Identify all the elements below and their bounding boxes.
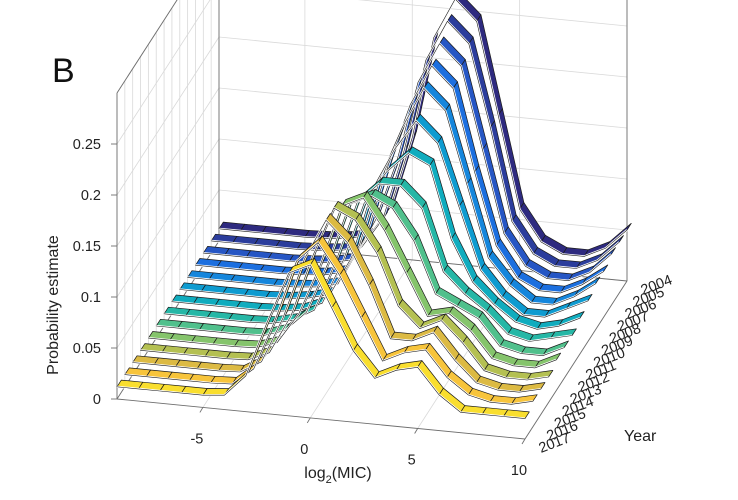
slice-outline [140, 207, 549, 381]
surface-patch [438, 387, 466, 413]
panel-letter: B [52, 52, 75, 90]
series-slice-2007 [195, 58, 609, 295]
axes-edge [116, 0, 178, 94]
z-tick-label: 0.1 [81, 290, 101, 306]
z-tick-label: 0.2 [81, 188, 101, 204]
x-tick-labels: -5 0 5 10 [190, 407, 527, 479]
slice-outline [132, 219, 541, 393]
z-tick-labels: 0 0.05 0.1 0.15 0.2 0.25 [73, 137, 117, 408]
surface-patch [399, 179, 427, 209]
grid-line [218, 36, 628, 78]
slice-outline [179, 120, 588, 318]
x-tick-mark [199, 407, 204, 413]
year-axis-label: Year [624, 428, 657, 445]
x-tick-mark [306, 417, 311, 424]
surface-patch [423, 81, 450, 112]
x-tick-label: -5 [190, 431, 203, 447]
z-tick-label: 0.25 [73, 137, 101, 153]
grid-line [218, 87, 628, 129]
x-tick-label: 10 [511, 463, 527, 479]
x-axis-label: log2(MIC) [304, 465, 371, 486]
grid-line [116, 189, 220, 349]
grid-line [357, 0, 628, 27]
surface-patch [415, 113, 443, 144]
surface-patch [331, 300, 358, 352]
grid-line [116, 36, 220, 196]
surface-patch [392, 201, 419, 242]
z-tick-label: 0.05 [73, 341, 101, 357]
x-tick-mark [414, 428, 419, 434]
series-slice-2017 [116, 257, 530, 420]
surface-patch [431, 58, 458, 89]
z-tick-label: 0.15 [73, 239, 101, 255]
series-slice-2010 [171, 146, 585, 331]
slice-outline [124, 242, 533, 405]
year-tick-label: 2017 [537, 430, 573, 457]
axes-edge [524, 280, 628, 440]
series-slices [116, 0, 632, 420]
grid-line [116, 138, 220, 298]
surface-patch [439, 36, 466, 67]
x-tick-label: 5 [408, 452, 416, 468]
x-tick-label: 0 [300, 442, 308, 458]
z-tick-label: 0 [93, 392, 101, 408]
surface-patch [452, 81, 480, 173]
slice-outline [203, 43, 612, 282]
grid-line [116, 0, 211, 145]
axes-box-front [116, 280, 628, 440]
slice-outline [116, 264, 526, 419]
series-slice-2008 [187, 81, 601, 307]
z-axis-label: Probability estimate [45, 235, 62, 375]
surface-patch [352, 343, 380, 379]
slice-outline [148, 197, 557, 369]
surface-patch [339, 268, 366, 319]
slice-outline [187, 87, 596, 306]
axes-edge [116, 398, 526, 440]
x-tick-mark [521, 438, 526, 445]
grid-line [116, 87, 220, 247]
surface-patch [447, 14, 474, 45]
